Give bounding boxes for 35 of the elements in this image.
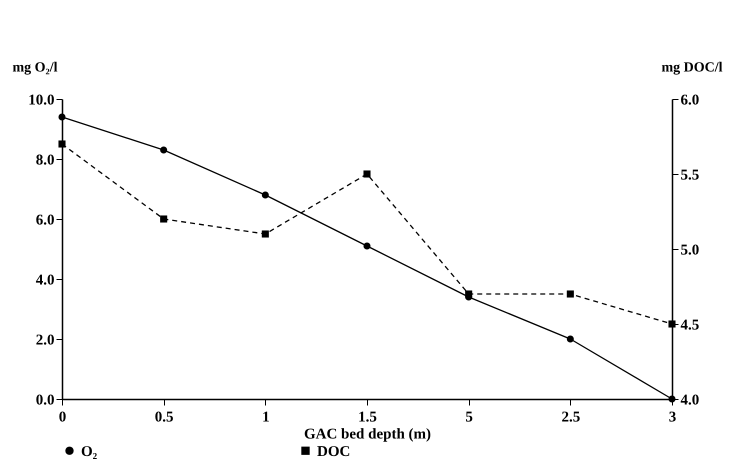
point xyxy=(668,395,676,403)
x-tick-label: 0.5 xyxy=(154,410,174,426)
y2-tick-label: 5.0 xyxy=(680,242,700,258)
y2-tick-label: 4.5 xyxy=(680,318,700,334)
legend-label: O₂ xyxy=(81,444,98,460)
point xyxy=(262,230,269,238)
point xyxy=(363,170,371,178)
point xyxy=(363,242,371,250)
y2-tick-label: 4.0 xyxy=(680,392,700,408)
x-tick-label: 3 xyxy=(668,410,676,426)
x-tick-label: 5 xyxy=(465,410,473,426)
x-axis-title: GAC bed depth (m) xyxy=(304,426,432,442)
y-tick-label: 2.0 xyxy=(36,332,54,348)
y2-tick-label: 5.5 xyxy=(680,168,700,184)
x-tick-label: 0 xyxy=(58,410,66,426)
x-tick-label: 1 xyxy=(262,410,270,426)
y-axis-title: mg O₂/l xyxy=(12,60,58,76)
legend-label: DOC xyxy=(317,444,350,460)
point xyxy=(262,191,269,199)
y-tick-label: 0.0 xyxy=(36,392,54,408)
point xyxy=(668,320,676,328)
y-tick-label: 4.0 xyxy=(36,272,54,288)
point xyxy=(58,140,66,148)
y2-tick-label: 6.0 xyxy=(680,92,700,108)
point xyxy=(566,335,574,343)
y-tick-label: 8.0 xyxy=(36,152,54,168)
y-tick-label: 10.0 xyxy=(28,92,54,108)
x-tick-label: 2.5 xyxy=(561,410,580,426)
point xyxy=(566,290,574,298)
point xyxy=(160,215,168,223)
point xyxy=(58,113,66,121)
x-tick-label: 1.5 xyxy=(358,410,377,426)
y-tick-label: 6.0 xyxy=(36,212,54,228)
point xyxy=(160,146,168,154)
y2-axis-title: mg DOC/l xyxy=(661,60,723,76)
